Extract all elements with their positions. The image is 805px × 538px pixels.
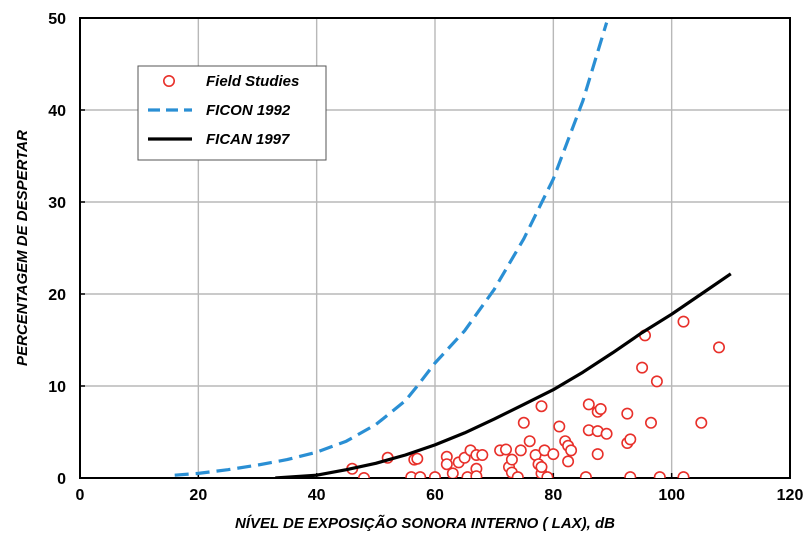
data-point-field-studies	[535, 400, 548, 413]
data-point-field-studies	[653, 471, 666, 478]
data-point-field-studies	[440, 458, 453, 471]
data-point-field-studies	[579, 471, 592, 478]
x-tick-label: 80	[544, 487, 562, 504]
y-tick-label: 10	[48, 379, 66, 396]
x-axis-label: NÍVEL DE EXPOSIÇÃO SONORA INTERNO ( LAX)…	[235, 514, 615, 532]
data-point-field-studies	[358, 472, 370, 478]
data-point-field-studies	[600, 427, 613, 440]
data-point-field-studies	[677, 315, 690, 328]
x-tick-label: 40	[308, 487, 326, 504]
data-point-field-studies	[644, 416, 657, 429]
data-point-field-studies	[523, 435, 536, 448]
data-point-field-studies	[624, 433, 637, 446]
data-point-field-studies	[636, 361, 649, 374]
x-tick-label: 100	[658, 487, 685, 504]
data-point-field-studies	[414, 471, 427, 478]
legend-label: Field Studies	[206, 73, 299, 90]
x-tick-label: 0	[76, 487, 85, 504]
data-point-field-studies	[582, 398, 595, 411]
plot-area	[174, 22, 732, 478]
data-point-field-studies	[562, 455, 575, 468]
y-tick-label: 40	[48, 103, 66, 120]
data-point-field-studies	[650, 375, 663, 388]
legend: Field Studies FICON 1992 FICAN 1997	[137, 65, 327, 161]
data-point-field-studies	[565, 444, 578, 457]
data-point-field-studies	[712, 341, 725, 354]
y-tick-label: 0	[57, 471, 66, 488]
data-point-field-studies	[505, 453, 518, 466]
y-tick-label: 20	[48, 287, 66, 304]
data-point-field-studies	[517, 416, 530, 429]
data-point-field-studies	[446, 467, 459, 478]
data-point-field-studies	[470, 470, 483, 478]
data-point-field-studies	[553, 420, 566, 433]
data-point-field-studies	[514, 444, 527, 457]
legend-label: FICON 1992	[206, 102, 291, 119]
x-tick-label: 20	[189, 487, 207, 504]
axis-labels: NÍVEL DE EXPOSIÇÃO SONORA INTERNO ( LAX)…	[14, 130, 615, 532]
series-line-ficon-1992	[174, 22, 609, 477]
series-line-fican-1997	[275, 272, 732, 478]
data-point-field-studies	[476, 448, 489, 461]
x-tick-label: 60	[426, 487, 444, 504]
data-point-field-studies	[499, 443, 512, 456]
data-point-field-studies	[547, 448, 560, 461]
data-point-field-studies	[535, 460, 548, 473]
data-point-field-studies	[621, 407, 634, 420]
x-tick-label: 120	[777, 487, 804, 504]
legend-symbol	[163, 75, 176, 88]
data-point-field-studies	[594, 402, 607, 415]
data-point-field-studies	[511, 471, 524, 478]
data-point-field-studies	[541, 471, 554, 478]
data-point-field-studies	[429, 471, 441, 478]
y-tick-label: 50	[48, 11, 66, 28]
data-point-field-studies	[411, 452, 424, 465]
y-tick-label: 30	[48, 195, 66, 212]
data-point-field-studies	[677, 471, 690, 478]
data-point-field-studies	[624, 471, 637, 478]
legend-label: FICAN 1997	[206, 131, 290, 148]
data-point-field-studies	[695, 416, 708, 429]
legend-marker-field-studies	[163, 75, 176, 88]
data-point-field-studies	[591, 448, 604, 461]
y-axis-label: PERCENTAGEM DE DESPERTAR	[14, 130, 31, 366]
